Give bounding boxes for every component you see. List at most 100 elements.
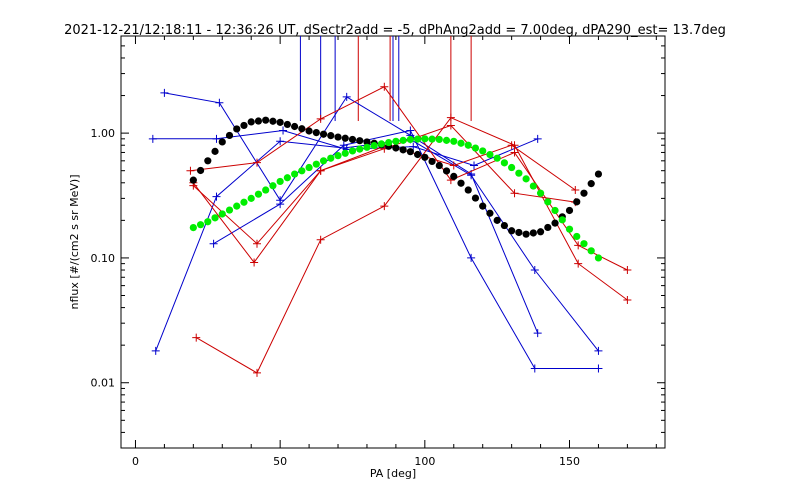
blue-data-point [148, 134, 157, 143]
green-fit-dot [196, 221, 205, 229]
black-fit-dot [580, 189, 588, 197]
green-fit-dot [298, 167, 306, 175]
black-fit-dot [225, 131, 234, 140]
red-data-point [316, 235, 325, 244]
green-fit-dot [479, 147, 487, 155]
black-fit-dot [196, 166, 205, 175]
data-series [148, 82, 632, 377]
blue-data-point [530, 364, 539, 373]
x-axis-label: PA [deg] [370, 467, 416, 480]
black-fit-dot [464, 186, 472, 194]
blue-data-point [276, 137, 285, 146]
green-fit-dot [262, 186, 270, 194]
black-fit-dot [276, 118, 284, 126]
black-fit-dot [435, 161, 443, 170]
black-fit-dot [594, 170, 603, 178]
blue-data-point [209, 239, 218, 248]
green-fit-dot [211, 214, 219, 222]
green-fit-dot [341, 149, 349, 157]
black-fit-dot [291, 122, 299, 131]
green-fit-dot [377, 140, 386, 148]
x-tick-label: 0 [132, 455, 139, 468]
spike-lines [299, 36, 472, 122]
black-fit-dot [399, 146, 407, 154]
black-fit-dot [522, 230, 530, 238]
red-data-point [186, 166, 195, 175]
black-fit-dot [565, 206, 574, 215]
green-fit-dot [558, 216, 566, 224]
blue-data-point [339, 141, 348, 150]
blue-data-point [533, 329, 542, 338]
green-fit-dot [450, 137, 458, 145]
green-fit-dot [536, 189, 545, 197]
green-fit-dot [348, 147, 357, 155]
blue-data-point [212, 134, 221, 143]
blue-data-point [594, 346, 603, 355]
red-data-point [250, 258, 259, 267]
green-fit-dot [471, 144, 480, 152]
green-fit-dot [428, 135, 436, 143]
y-axis-label: nflux [#/(cm2 s sr MeV)] [68, 175, 81, 310]
green-fit-dot [233, 202, 241, 210]
red-data-point [507, 141, 516, 150]
black-fit-dot [319, 130, 328, 138]
green-fit-dot [305, 163, 313, 172]
green-fit-dot [327, 154, 335, 162]
black-fit-dot [515, 228, 523, 237]
green-fit-dot [435, 135, 443, 144]
black-fit-dot [529, 229, 537, 237]
black-fit-dot [211, 147, 219, 155]
green-fit-dot [189, 223, 197, 232]
red-data-point [253, 239, 261, 248]
y-tick-label: 1.00 [91, 127, 116, 140]
green-fit-dot [486, 150, 494, 159]
green-fit-dot [594, 254, 603, 262]
black-fit-dot [406, 148, 414, 156]
black-fit-dot [544, 223, 552, 232]
green-fit-dot [551, 206, 559, 215]
green-fit-dot [493, 154, 501, 162]
red-data-point [380, 82, 389, 91]
y-tick-label: 0.10 [91, 252, 116, 265]
black-fit-dot [413, 150, 422, 159]
green-fit-dot [464, 141, 472, 149]
x-tick-label: 150 [559, 455, 580, 468]
black-fit-dot [471, 194, 480, 202]
black-fit-dot [479, 202, 487, 210]
blue-data-point [467, 253, 476, 262]
black-fit-dot [262, 116, 270, 124]
black-fit-dot [233, 125, 241, 133]
green-fit-dot [522, 175, 530, 183]
black-fit-dot [341, 134, 349, 142]
green-fit-dot [370, 141, 378, 150]
black-fit-dot [457, 179, 465, 187]
black-fit-dot [247, 118, 255, 126]
blue-data-point [276, 200, 285, 209]
black-fit-dot [536, 228, 545, 236]
black-fit-dot [189, 176, 197, 184]
black-fit-dot [356, 137, 364, 145]
x-tick-label: 50 [273, 455, 287, 468]
black-fit-dot [334, 133, 342, 141]
blue-data-point [160, 88, 169, 97]
black-fit-dot [551, 219, 559, 227]
red-data-point [510, 189, 519, 198]
black-fit-dot [493, 216, 501, 224]
blue-data-point [409, 142, 418, 151]
green-fit-dot [500, 159, 509, 167]
green-fit-dot [283, 174, 291, 182]
red-data-point [253, 368, 261, 377]
green-fit-dot [573, 232, 581, 241]
green-fit-dot [457, 139, 465, 147]
red-data-point [623, 296, 632, 305]
blue-data-point [151, 346, 160, 355]
green-fit-dot [319, 157, 328, 165]
plot-area [148, 36, 632, 377]
black-fit-dot [348, 135, 357, 144]
black-fit-dot [312, 129, 320, 137]
red-data-point [571, 186, 580, 195]
blue-data-point [530, 266, 539, 275]
green-fit-dot [515, 169, 523, 177]
green-fit-dot [508, 163, 516, 172]
